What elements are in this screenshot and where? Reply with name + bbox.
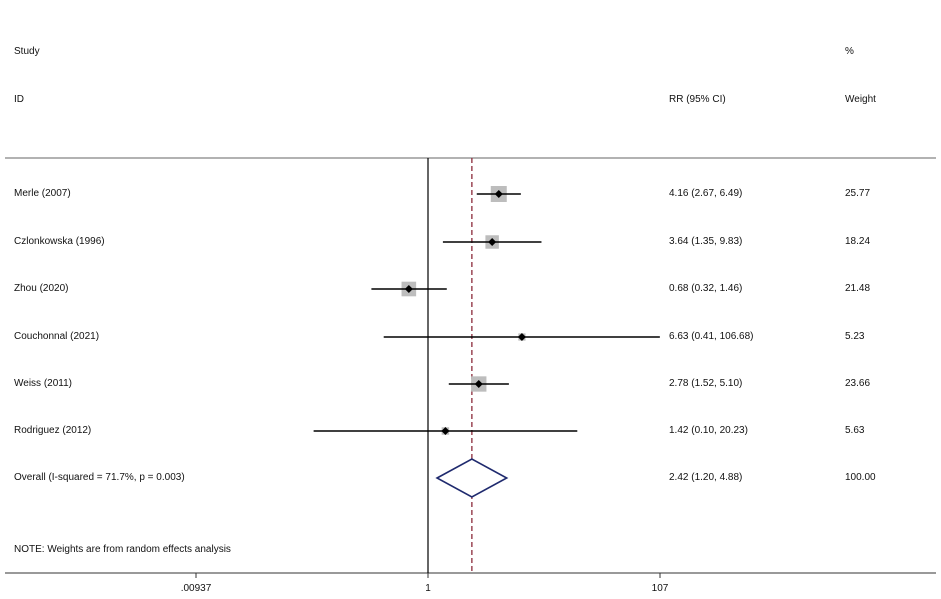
weight-percent-header: % (845, 46, 854, 57)
overall-label: Overall (I-squared = 71.7%, p = 0.003) (14, 472, 185, 483)
study-ci: 0.68 (0.32, 1.46) (669, 283, 743, 294)
study-ci: 2.78 (1.52, 5.10) (669, 378, 743, 389)
study-ci: 1.42 (0.10, 20.23) (669, 425, 748, 436)
point-estimate (441, 427, 450, 435)
weights-note: NOTE: Weights are from random effects an… (14, 544, 231, 555)
study-ci: 4.16 (2.67, 6.49) (669, 188, 743, 199)
point-estimate (404, 285, 413, 293)
study-label: Couchonnal (2021) (14, 331, 100, 342)
study-ci: 6.63 (0.41, 106.68) (669, 331, 754, 342)
ci-header: RR (95% CI) (669, 94, 726, 105)
study-weight: 21.48 (845, 283, 871, 294)
overall-diamond (435, 458, 509, 498)
study-label: Merle (2007) (14, 188, 71, 199)
study-label: Zhou (2020) (14, 283, 69, 294)
study-weight: 18.24 (845, 236, 871, 247)
point-estimate (474, 380, 483, 388)
study-label: Weiss (2011) (14, 378, 72, 389)
study-label: Rodriguez (2012) (14, 425, 92, 436)
id-header: ID (14, 94, 24, 105)
study-label: Czlonkowska (1996) (14, 236, 105, 247)
point-estimate (488, 238, 497, 246)
point-estimate (517, 333, 526, 341)
study-weight: 23.66 (845, 378, 871, 389)
study-header: Study (14, 46, 40, 57)
x-tick-label: 1 (425, 583, 431, 594)
study-weight: 5.23 (845, 331, 865, 342)
overall-weight: 100.00 (845, 472, 876, 483)
x-tick-label: .00937 (180, 583, 212, 594)
weight-header: Weight (845, 94, 876, 105)
study-ci: 3.64 (1.35, 9.83) (669, 236, 743, 247)
x-tick-label: 107 (651, 583, 669, 594)
point-estimate (494, 190, 503, 198)
study-weight: 5.63 (845, 425, 865, 436)
overall-ci: 2.42 (1.20, 4.88) (669, 472, 743, 483)
study-weight: 25.77 (845, 188, 871, 199)
